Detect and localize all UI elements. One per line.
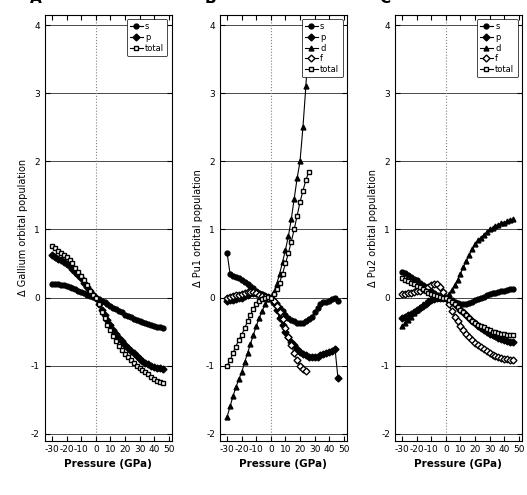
Y-axis label: Δ Gallium orbital population: Δ Gallium orbital population [18,159,28,297]
X-axis label: Pressure (GPa): Pressure (GPa) [64,458,152,469]
Text: C: C [379,0,391,6]
Legend: s, p, d, f, total: s, p, d, f, total [477,19,518,77]
Legend: s, p, d, f, total: s, p, d, f, total [302,19,343,77]
X-axis label: Pressure (GPa): Pressure (GPa) [414,458,502,469]
X-axis label: Pressure (GPa): Pressure (GPa) [239,458,327,469]
Legend: s, p, total: s, p, total [126,19,168,56]
Y-axis label: Δ Pu2 orbital population: Δ Pu2 orbital population [368,169,378,287]
Text: B: B [204,0,216,6]
Text: A: A [30,0,41,6]
Y-axis label: Δ Pu1 orbital population: Δ Pu1 orbital population [193,169,203,287]
